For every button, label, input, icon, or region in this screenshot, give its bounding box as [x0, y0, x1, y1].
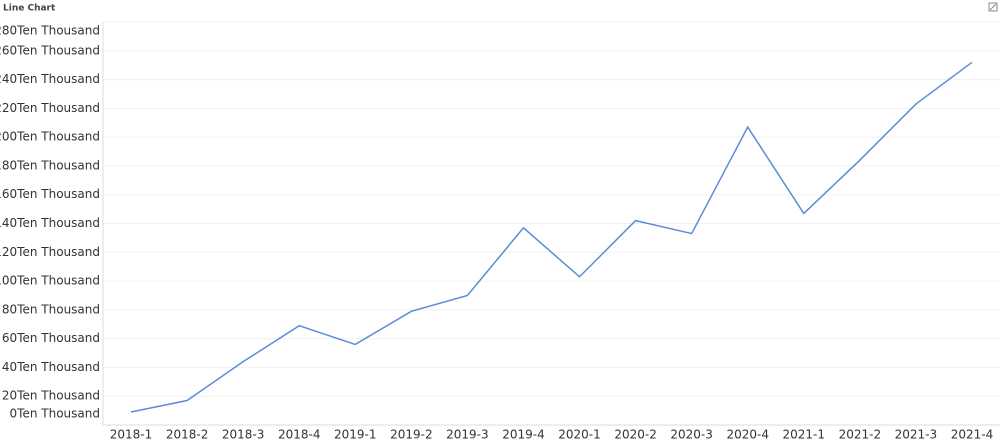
line-series — [130, 61, 973, 413]
x-tick-label: 2019-4 — [502, 428, 545, 442]
x-tick-label: 2018-1 — [110, 428, 153, 442]
icon-arrow — [989, 3, 997, 11]
y-tick-label: 180Ten Thousand — [0, 158, 100, 172]
y-tick-label: 120Ten Thousand — [0, 245, 100, 259]
x-tick-label: 2018-2 — [166, 428, 209, 442]
x-tick-label: 2020-1 — [558, 428, 601, 442]
x-tick-label: 2020-3 — [670, 428, 713, 442]
expand-icon[interactable] — [988, 2, 998, 12]
x-tick-label: 2018-4 — [278, 428, 321, 442]
y-tick-label: 40Ten Thousand — [2, 360, 100, 374]
x-tick-label: 2021-3 — [895, 428, 938, 442]
x-tick-label: 2019-3 — [446, 428, 489, 442]
x-tick-label: 2019-1 — [334, 428, 377, 442]
y-tick-label: 60Ten Thousand — [2, 331, 100, 345]
y-tick-label: 220Ten Thousand — [0, 101, 100, 115]
y-tick-label: 200Ten Thousand — [0, 130, 100, 144]
y-tick-label: 100Ten Thousand — [0, 274, 100, 288]
y-tick-label: 160Ten Thousand — [0, 187, 100, 201]
y-tick-label: 20Ten Thousand — [2, 389, 100, 403]
y-tick-label: 80Ten Thousand — [2, 302, 100, 316]
y-tick-label: 140Ten Thousand — [0, 216, 100, 230]
y-tick-label: 280Ten Thousand — [0, 24, 100, 38]
x-tick-label: 2019-2 — [390, 428, 433, 442]
x-tick-label: 2021-2 — [839, 428, 882, 442]
x-tick-label: 2021-1 — [783, 428, 826, 442]
x-tick-label: 2020-2 — [614, 428, 657, 442]
x-tick-label: 2018-3 — [222, 428, 265, 442]
x-tick-label: 2020-4 — [726, 428, 769, 442]
chart-title: Line Chart — [3, 4, 56, 14]
y-tick-label: 260Ten Thousand — [0, 43, 100, 57]
x-tick-label: 2021-4 — [951, 428, 994, 442]
y-tick-label: 240Ten Thousand — [0, 72, 100, 86]
icon-frame — [988, 2, 998, 12]
y-tick-label: 0Ten Thousand — [10, 407, 100, 421]
